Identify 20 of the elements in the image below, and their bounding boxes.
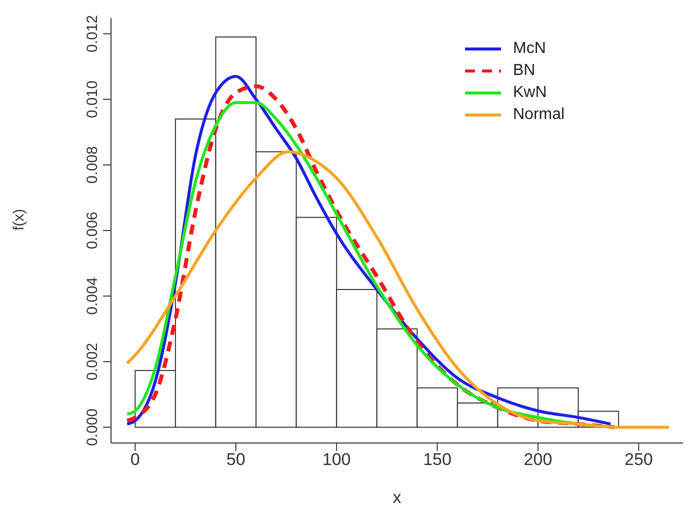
legend-label: BN xyxy=(513,61,536,81)
y-tick-label: 0.002 xyxy=(84,342,101,380)
x-axis-title: x xyxy=(392,488,402,507)
x-tick-label: 200 xyxy=(524,450,552,470)
x-tick-label: 250 xyxy=(624,450,653,470)
x-tick-label: 50 xyxy=(226,450,246,470)
legend-label: KwN xyxy=(513,83,547,103)
y-tick-label: 0.012 xyxy=(84,14,101,53)
x-tick-label: 150 xyxy=(423,450,452,470)
x-tick-label: 100 xyxy=(322,450,351,470)
legend-label: McN xyxy=(513,39,546,59)
y-tick-label: 0.006 xyxy=(84,212,101,250)
legend-label: Normal xyxy=(513,105,565,125)
y-tick-label: 0.008 xyxy=(84,146,101,184)
line-series xyxy=(126,150,670,429)
x-tick-label: 0 xyxy=(130,450,140,470)
y-axis-title: f(x) xyxy=(10,208,28,230)
y-tick-label: 0.004 xyxy=(84,277,101,315)
y-tick-label: 0.000 xyxy=(84,408,101,446)
y-tick-label: 0.010 xyxy=(84,80,101,118)
